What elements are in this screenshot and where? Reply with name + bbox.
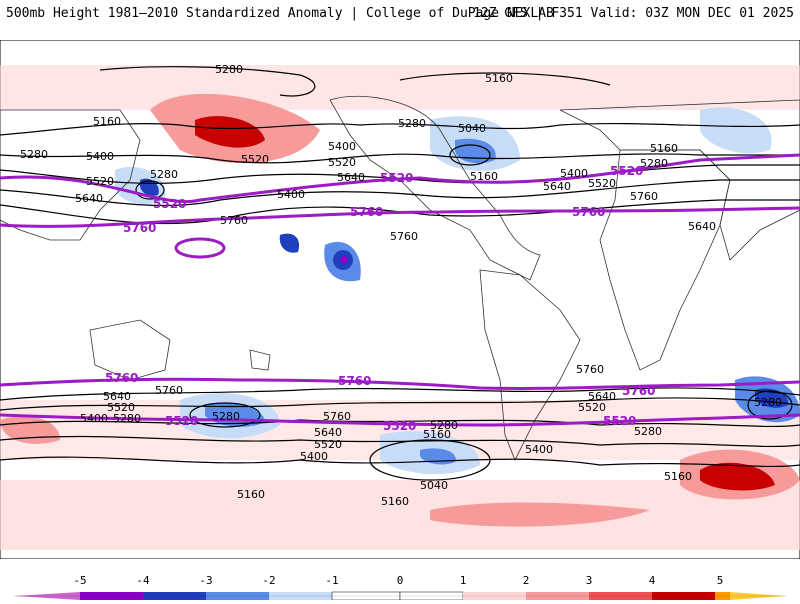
model-run-info: 12Z GFS | F351 Valid: 03Z MON DEC 01 202… (473, 6, 794, 21)
label-5520-purple-south-east: 5520 (603, 414, 636, 428)
label-5160-south-far: 5160 (237, 488, 265, 501)
label-5520-europe: 5520 (588, 177, 616, 190)
label-5760-purple-south-mid: 5760 (338, 374, 371, 388)
label-5640-asia: 5640 (75, 192, 103, 205)
label-5760-purple-west: 5760 (123, 221, 156, 235)
label-5760-purple-mid: 5760 (350, 205, 383, 219)
header: 500mb Height 1981–2010 Standardized Anom… (0, 0, 800, 30)
label-5400-south-mid: 5400 (300, 450, 328, 463)
label-5520-purple-south-west: 5520 (165, 414, 198, 428)
label-5520-asia: 5520 (86, 175, 114, 188)
map-title: 500mb Height 1981–2010 Standardized Anom… (6, 6, 554, 21)
label-5760-europe: 5760 (630, 190, 658, 203)
colorbar-tick: 1 (459, 574, 467, 587)
label-5280-japan: 5280 (150, 168, 178, 181)
label-5400-asia: 5400 (86, 150, 114, 163)
label-5160-west: 5160 (93, 115, 121, 128)
colorbar-tick: -3 (199, 574, 213, 587)
label-5400-south-west: 5400 (80, 412, 108, 425)
label-5520-purple-south-mid: 5520 (383, 419, 416, 433)
label-5280-north: 5280 (215, 63, 243, 76)
label-5640-south-mid: 5640 (314, 426, 342, 439)
label-5160-south-atl: 5160 (423, 428, 451, 441)
highlight-contours (0, 153, 800, 427)
label-5520-purple-west: 5520 (153, 197, 186, 211)
label-5160-south-east: 5160 (664, 470, 692, 483)
label-5520-atlantic: 5520 (328, 156, 356, 169)
label-5760-atlantic: 5760 (390, 230, 418, 243)
anomaly-map: 5280 5160 5160 5280 5040 5400 5280 5400 … (0, 40, 800, 559)
colorbar-tick: -5 (73, 574, 87, 587)
colorbar-tick: 3 (585, 574, 593, 587)
label-5280-atlantic: 5280 (398, 117, 426, 130)
label-5760-south-west: 5760 (155, 384, 183, 397)
label-5400-pacific: 5400 (277, 188, 305, 201)
label-5280-south-east: 5280 (634, 425, 662, 438)
label-5520-south-mid: 5520 (314, 438, 342, 451)
label-5280-europe: 5280 (640, 157, 668, 170)
label-5520-south-east: 5520 (578, 401, 606, 414)
label-5760-pacific: 5760 (220, 214, 248, 227)
highlight-labels: 5520 5520 5520 5760 5760 5760 5760 5760 … (105, 164, 655, 433)
label-5760-purple-east: 5760 (572, 205, 605, 219)
colorbar-tick: -1 (325, 574, 339, 587)
label-5040-north: 5040 (458, 122, 486, 135)
height-contours (0, 66, 800, 481)
colorbar-tick: -2 (262, 574, 276, 587)
label-5040-south: 5040 (420, 479, 448, 492)
label-5520-purple-east: 5520 (610, 164, 643, 178)
colorbar-tick: 2 (522, 574, 530, 587)
label-5640-atlantic: 5640 (337, 171, 365, 184)
label-5760-south: 5760 (576, 363, 604, 376)
contour-labels: 5280 5160 5160 5280 5040 5400 5280 5400 … (20, 63, 782, 508)
colorbar-tick: 4 (648, 574, 656, 587)
label-5520-pacific: 5520 (241, 153, 269, 166)
label-5160-europe: 5160 (650, 142, 678, 155)
colorbar-tick: 0 (396, 574, 404, 587)
label-5160-atlantic: 5160 (470, 170, 498, 183)
label-5640-south-east: 5640 (588, 390, 616, 403)
label-5400-europe: 5400 (560, 167, 588, 180)
colorbar-tick: 5 (716, 574, 724, 587)
label-5160-north: 5160 (485, 72, 513, 85)
label-5400-south-east: 5400 (525, 443, 553, 456)
label-5760-south-mid: 5760 (323, 410, 351, 423)
label-5160-south-far-mid: 5160 (381, 495, 409, 508)
colorbar-tick: -4 (136, 574, 150, 587)
label-5640-south-west: 5640 (103, 390, 131, 403)
label-5760-purple-south-east: 5760 (622, 384, 655, 398)
label-5640-asia-east: 5640 (688, 220, 716, 233)
label-5520-purple-north: 5520 (380, 171, 413, 185)
label-5280-asia: 5280 (20, 148, 48, 161)
label-5280-south-west: 5280 (113, 412, 141, 425)
label-5280-south-far-east: 5280 (754, 396, 782, 409)
label-5640-europe: 5640 (543, 180, 571, 193)
label-5280-south-pacific: 5280 (212, 410, 240, 423)
label-5760-purple-south-west: 5760 (105, 371, 138, 385)
label-5520-south-west: 5520 (107, 401, 135, 414)
label-5400-atlantic: 5400 (328, 140, 356, 153)
anomaly-colorbar: -5 -4 -3 -2 -1 0 1 2 3 4 5 (0, 570, 800, 601)
label-5280-south-atl: 5280 (430, 419, 458, 432)
